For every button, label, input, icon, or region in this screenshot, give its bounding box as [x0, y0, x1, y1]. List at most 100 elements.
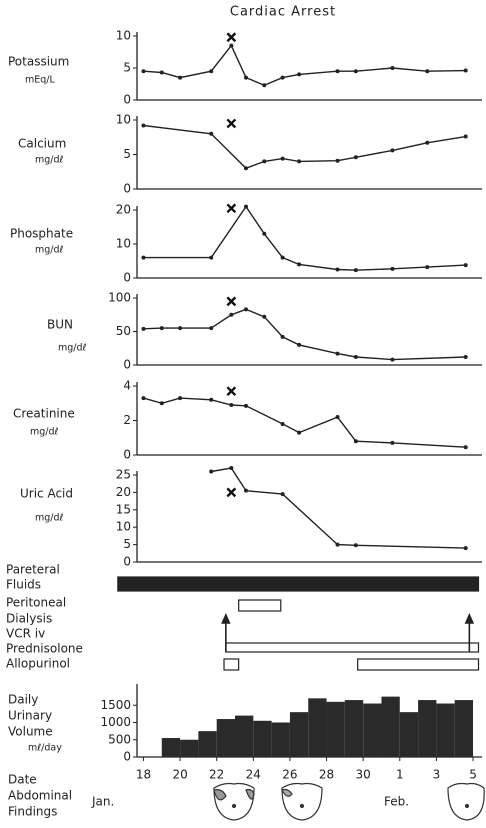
bar — [180, 739, 199, 757]
y-tick-label: 20 — [116, 485, 131, 499]
y-tick-label: 20 — [116, 203, 131, 217]
y-tick-label: 0 — [123, 750, 131, 764]
navel — [464, 803, 470, 809]
y-tick-label: 15 — [116, 502, 131, 516]
bar — [198, 731, 217, 757]
abdomen-icon — [447, 782, 485, 821]
point — [335, 267, 340, 272]
bar — [381, 696, 400, 757]
x-tick-label: 26 — [282, 768, 297, 782]
x-tick-label: 3 — [433, 768, 441, 782]
point — [280, 421, 285, 426]
point — [229, 402, 234, 407]
point — [209, 397, 214, 402]
bar — [326, 701, 345, 757]
point — [209, 469, 214, 474]
row-label: VCR iv — [6, 627, 45, 641]
treatment-bar — [225, 642, 480, 653]
y-axis-label: BUN — [47, 318, 73, 332]
point — [243, 166, 248, 171]
row-label: Pareteral — [6, 563, 60, 577]
bar — [363, 703, 382, 757]
bar — [289, 712, 309, 757]
point — [463, 445, 468, 450]
point — [243, 403, 248, 408]
y-axis-label: Uric Acid — [20, 487, 73, 501]
y-tick-label: 25 — [116, 468, 131, 482]
point — [353, 543, 358, 548]
y-tick-label: 0 — [123, 93, 131, 107]
point — [425, 265, 430, 270]
x-tick-label: 18 — [136, 768, 151, 782]
treatment-bar — [117, 576, 480, 592]
cardiac-arrest-marker — [226, 296, 237, 307]
point — [141, 396, 146, 401]
navel — [231, 803, 237, 809]
point — [390, 440, 395, 445]
y-axis-label: Daily — [8, 693, 38, 707]
point — [262, 83, 267, 88]
treatment-bar — [238, 599, 282, 612]
line — [143, 205, 466, 271]
bar — [344, 700, 364, 757]
cardiac-arrest-marker — [226, 203, 237, 214]
point — [229, 43, 234, 48]
navel — [299, 803, 305, 809]
point — [159, 70, 164, 75]
y-axis-unit: mg/dℓ — [58, 343, 87, 354]
bar — [235, 715, 254, 757]
point — [243, 75, 248, 80]
point — [390, 266, 395, 271]
line — [211, 467, 466, 549]
y-tick-label: 5 — [123, 147, 131, 161]
bar — [308, 698, 327, 757]
point — [463, 68, 468, 73]
x-axis-label: Date — [8, 773, 37, 787]
abdomen-icon — [281, 782, 323, 821]
point — [141, 255, 146, 260]
point — [141, 69, 146, 74]
point — [353, 439, 358, 444]
point — [159, 326, 164, 331]
point — [209, 131, 214, 136]
x-tick-label: 20 — [172, 768, 187, 782]
cardiac-arrest-marker — [226, 487, 237, 498]
point — [335, 351, 340, 356]
point — [463, 354, 468, 359]
y-tick-label: 10 — [116, 237, 131, 251]
point — [209, 255, 214, 260]
point — [297, 262, 302, 267]
point — [390, 148, 395, 153]
treatment-arrow — [464, 613, 475, 652]
bar — [216, 719, 236, 757]
point — [178, 75, 183, 80]
line — [143, 44, 466, 87]
abdomen-icons — [213, 782, 485, 821]
point — [425, 140, 430, 145]
abdomen-shade — [213, 789, 227, 801]
point — [463, 546, 468, 551]
point — [353, 354, 358, 359]
row-label: Prednisolone — [6, 642, 83, 656]
x-tick-label: 1 — [396, 768, 404, 782]
row-label: Allopurinol — [6, 657, 70, 671]
point — [335, 69, 340, 74]
point — [141, 123, 146, 128]
y-tick-label: 0 — [123, 448, 131, 462]
x-tick-label: 22 — [209, 768, 224, 782]
point — [280, 156, 285, 161]
abdomen-shade — [245, 788, 255, 800]
point — [280, 75, 285, 80]
point — [463, 263, 468, 268]
point — [209, 326, 214, 331]
point — [297, 430, 302, 435]
point — [335, 415, 340, 420]
y-tick-label: 10 — [116, 113, 131, 127]
point — [229, 312, 234, 317]
y-tick-label: 0 — [123, 271, 131, 285]
y-axis-label: Urinary — [8, 709, 52, 723]
row-label: Peritoneal — [6, 596, 66, 610]
point — [353, 268, 358, 273]
y-axis-unit: mg/dℓ — [30, 427, 59, 438]
